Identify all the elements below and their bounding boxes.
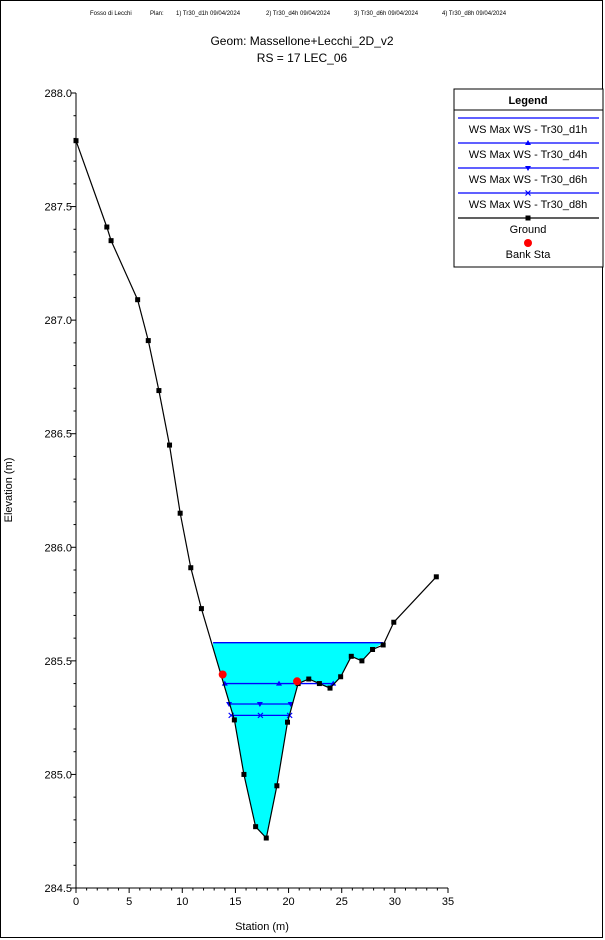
legend-label-bank: Bank Sta — [506, 249, 552, 261]
legend-label-d8h: WS Max WS - Tr30_d8h — [469, 199, 588, 211]
y-tick-label: 284.5 — [44, 883, 72, 895]
ground-point — [285, 719, 291, 725]
plan-header: Fosso di Lecchi Plan: 1) Tr30_d1h 09/04/… — [90, 11, 507, 17]
x-tick-label: 5 — [126, 896, 132, 908]
bank-station-icon — [524, 239, 532, 247]
y-tick-label: 287.5 — [44, 202, 72, 214]
ground-point — [177, 510, 183, 516]
triangle-down-icon — [525, 166, 531, 171]
ground-point — [135, 297, 141, 303]
plan-4: 4) Tr30_d8h 09/04/2024 — [442, 11, 507, 17]
legend-label-d1h: WS Max WS - Tr30_d1h — [469, 124, 588, 136]
legend-label-d6h: WS Max WS - Tr30_d6h — [469, 174, 588, 186]
x-axis-label: Station (m) — [235, 921, 289, 933]
ground-point — [316, 681, 322, 687]
y-tick-label: 286.5 — [44, 429, 72, 441]
y-tick-label: 288.0 — [44, 88, 72, 100]
ground-point — [380, 642, 386, 648]
x-marker-icon — [525, 190, 531, 196]
plot-area: 0 5 10 15 20 25 30 35 284.5 285.0 285.5 286.0 286.5 2… — [44, 88, 454, 908]
ground-point — [253, 824, 259, 830]
triangle-down-icon — [256, 702, 263, 708]
x-tick-label: 20 — [282, 896, 294, 908]
triangle-down-icon — [226, 702, 233, 708]
triangle-up-icon — [276, 680, 283, 686]
bank-station-point — [293, 677, 302, 686]
y-tick-label: 285.0 — [44, 769, 72, 781]
plan-2: 2) Tr30_d4h 09/04/2024 — [266, 11, 331, 17]
ground-point — [156, 388, 162, 394]
ground-point — [167, 442, 173, 448]
x-marker-icon — [257, 712, 264, 719]
triangle-up-icon — [330, 680, 337, 686]
plan-3: 3) Tr30_d6h 09/04/2024 — [354, 11, 419, 17]
ground-point — [433, 574, 439, 580]
legend: Legend WS Max WS - Tr30_d1h WS Max WS - … — [453, 88, 604, 268]
ground-point — [108, 238, 114, 244]
triangle-up-icon — [525, 140, 531, 145]
ground-point — [370, 647, 376, 652]
ground-point — [198, 606, 204, 612]
x-tick-label: 25 — [336, 896, 348, 908]
x-tick-label: 30 — [389, 896, 401, 908]
bank-station-point — [218, 670, 227, 679]
ground-point — [338, 674, 344, 680]
legend-title: Legend — [508, 95, 547, 107]
x-tick-label: 15 — [229, 896, 241, 908]
water-fill — [213, 642, 384, 838]
plan-1: 1) Tr30_d1h 09/04/2024 — [176, 11, 241, 17]
y-axis-label: Elevation (m) — [3, 458, 15, 523]
ground-point — [327, 685, 333, 691]
ground-point — [274, 783, 280, 789]
project-name: Fosso di Lecchi — [90, 11, 132, 17]
ground-point — [306, 676, 312, 682]
ground-point — [231, 717, 237, 723]
ground-point — [348, 653, 354, 659]
x-tick-label: 35 — [442, 896, 454, 908]
ground-point — [359, 658, 365, 664]
x-tick-label: 10 — [176, 896, 188, 908]
y-tick-label: 285.5 — [44, 656, 72, 668]
ground-point — [145, 338, 151, 344]
legend-label-ground: Ground — [510, 224, 547, 236]
ground-point — [188, 565, 194, 571]
ground-point — [241, 771, 247, 777]
square-marker-icon — [525, 215, 531, 221]
legend-box — [453, 88, 604, 268]
chart-title: Geom: Massellone+Lecchi_2D_v2 — [210, 34, 393, 48]
ground-point — [104, 224, 110, 230]
plan-label: Plan: — [150, 11, 164, 17]
y-tick-label: 287.0 — [44, 315, 72, 327]
y-tick-label: 286.0 — [44, 542, 72, 554]
legend-label-d4h: WS Max WS - Tr30_d4h — [469, 149, 588, 161]
ground-point — [391, 619, 397, 625]
x-tick-label: 0 — [73, 896, 79, 908]
chart-subtitle: RS = 17 LEC_06 — [257, 51, 348, 65]
ground-point — [263, 835, 269, 841]
